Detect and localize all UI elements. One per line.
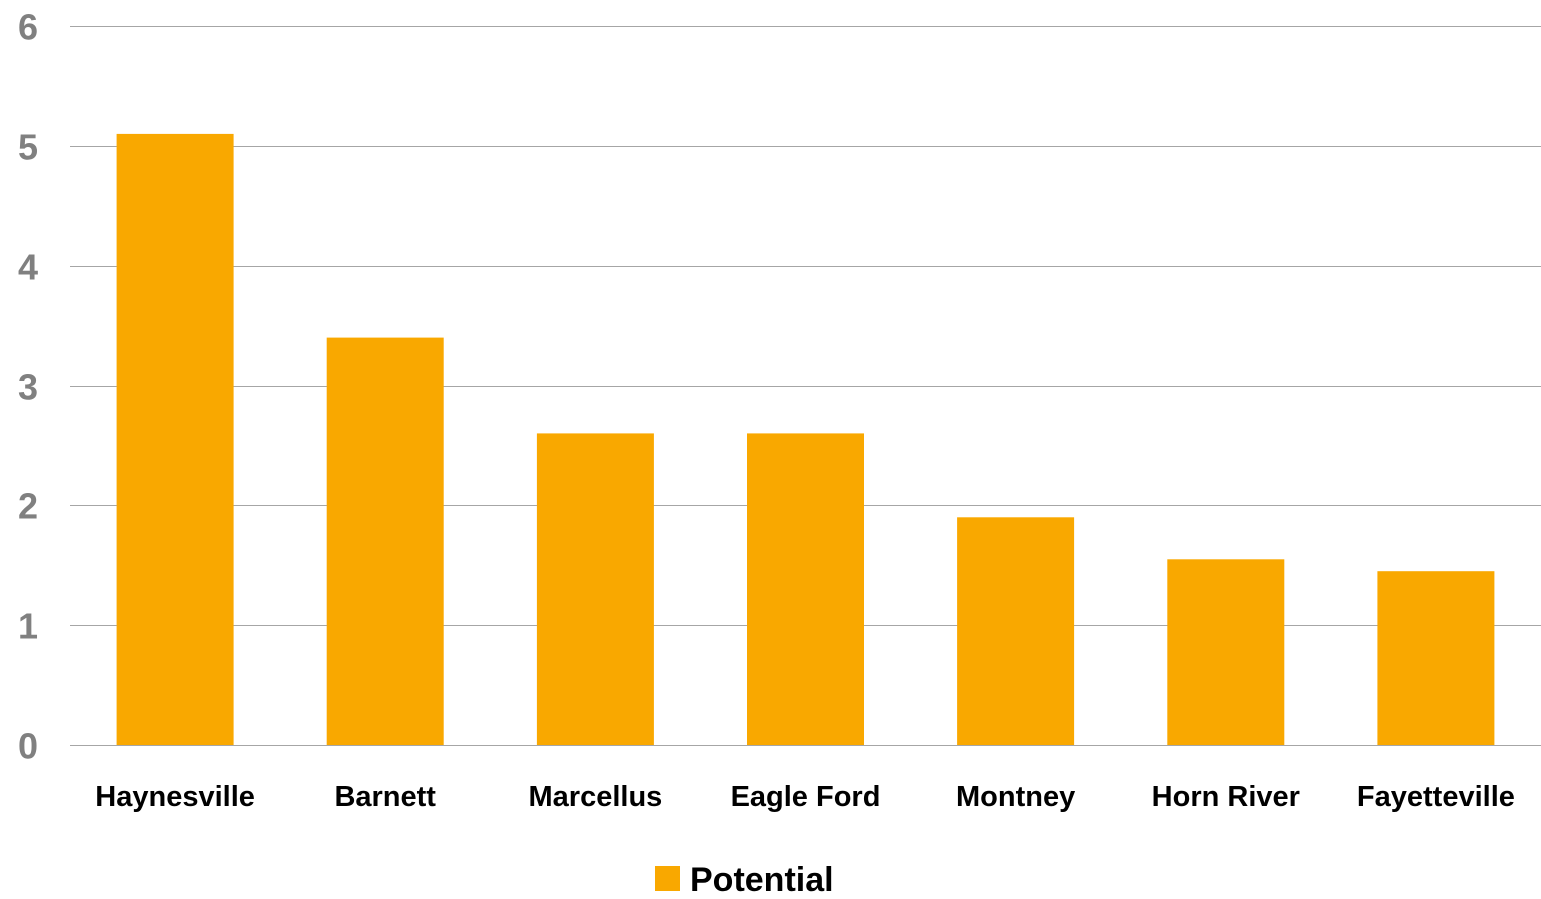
x-tick-label-haynesville: Haynesville bbox=[95, 781, 255, 813]
x-tick-label-barnett: Barnett bbox=[334, 781, 436, 813]
x-tick-label-horn-river: Horn River bbox=[1152, 781, 1300, 813]
legend-label-potential: Potential bbox=[690, 861, 834, 894]
bar-haynesville bbox=[116, 133, 234, 745]
bar-eagle-ford bbox=[747, 433, 864, 745]
bar-montney bbox=[957, 517, 1075, 745]
bar-barnett bbox=[326, 337, 444, 745]
x-tick-label-fayetteville: Fayetteville bbox=[1357, 781, 1515, 813]
legend: Potential bbox=[655, 861, 834, 899]
bar-fayetteville bbox=[1377, 571, 1495, 745]
y-tick-label: 0 bbox=[18, 726, 38, 767]
bars bbox=[116, 133, 1495, 745]
y-tick-label: 1 bbox=[18, 606, 38, 647]
x-tick-label-eagle-ford: Eagle Ford bbox=[731, 781, 881, 813]
y-tick-label: 6 bbox=[18, 7, 38, 48]
y-tick-label: 2 bbox=[18, 486, 38, 527]
x-axis-tick-labels: Haynesville Barnett Marcellus Eagle Ford Mon… bbox=[95, 781, 1515, 813]
legend-swatch-potential bbox=[655, 866, 680, 891]
y-tick-label: 4 bbox=[18, 247, 38, 288]
y-axis-tick-labels: 0 1 2 3 4 5 6 bbox=[18, 7, 38, 767]
x-tick-label-montney: Montney bbox=[956, 781, 1075, 813]
bar-marcellus bbox=[536, 433, 654, 745]
bar-horn-river bbox=[1167, 559, 1285, 745]
x-tick-label-marcellus: Marcellus bbox=[529, 781, 663, 813]
y-tick-label: 5 bbox=[18, 127, 38, 168]
y-tick-label: 3 bbox=[18, 367, 38, 408]
